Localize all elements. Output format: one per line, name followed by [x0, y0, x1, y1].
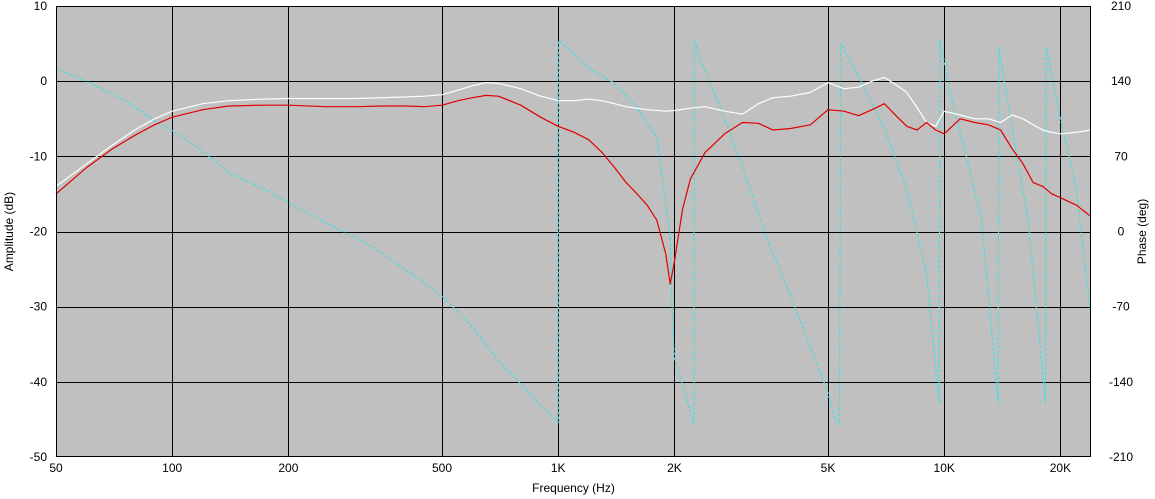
x-tick-label: 100: [162, 461, 182, 475]
y-tick-label: -20: [30, 225, 48, 239]
x-tick-label: 50: [49, 461, 63, 475]
amplitude-series-red-line: [56, 94, 1091, 285]
y-axis-title: Amplitude (dB): [2, 192, 16, 271]
x-tick-label: 200: [278, 461, 298, 475]
x-tick-label: 2K: [667, 461, 682, 475]
y2-tick-label: 70: [1114, 149, 1128, 163]
y-tick-label: -50: [30, 450, 48, 464]
tick-labels: 50 100 200 500 1K 2K 5K 10K 20K100-10-20-30-40-5…: [30, 0, 1134, 475]
x-tick-label: 5K: [821, 461, 836, 475]
y-tick-label: -10: [30, 149, 48, 163]
x-axis-title: Frequency (Hz): [532, 481, 615, 495]
series-layer: [56, 39, 1091, 426]
grid-lines: [56, 6, 1091, 457]
y2-tick-label: -140: [1109, 375, 1133, 389]
y2-tick-label: 140: [1111, 74, 1131, 88]
y-tick-label: 10: [34, 0, 48, 13]
y2-axis-title: Phase (deg): [1135, 199, 1149, 264]
y-tick-label: -30: [30, 300, 48, 314]
y-tick-label: 0: [40, 74, 47, 88]
plot-frame: [56, 6, 1091, 457]
plot-area: [56, 6, 1091, 457]
phase-series-line: [56, 39, 1091, 426]
y-tick-label: -40: [30, 375, 48, 389]
x-tick-label: 10K: [934, 461, 955, 475]
y2-tick-label: -70: [1112, 300, 1130, 314]
y2-tick-label: -210: [1109, 450, 1133, 464]
y2-tick-label: 0: [1118, 225, 1125, 239]
x-tick-label: 20K: [1050, 461, 1071, 475]
x-tick-label: 1K: [551, 461, 566, 475]
amplitude-series-white-line: [56, 76, 1091, 187]
y2-tick-label: 210: [1111, 0, 1131, 13]
x-tick-label: 500: [432, 461, 452, 475]
